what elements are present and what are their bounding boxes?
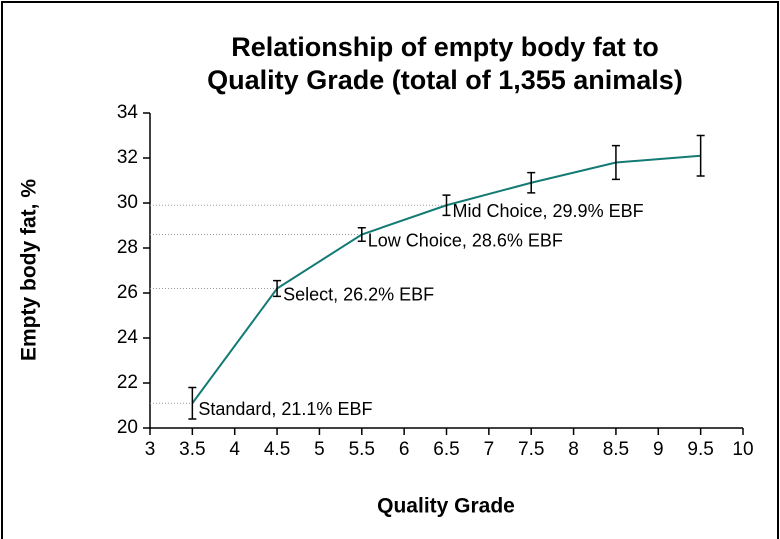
x-axis-title: Quality Grade — [377, 495, 515, 518]
y-axis-title: Empty body fat, % — [18, 179, 41, 361]
y-tick-label: 26 — [117, 282, 138, 303]
x-tick-label: 7.5 — [518, 439, 544, 460]
error-bar — [527, 171, 536, 194]
x-tick-label: 7 — [484, 439, 495, 460]
error-bar — [696, 134, 705, 177]
x-tick-label: 6 — [399, 439, 410, 460]
annotation: Select, 26.2% EBF — [283, 284, 434, 304]
error-bar — [273, 279, 282, 298]
y-tick-label: 28 — [117, 237, 138, 258]
annotation: Standard, 21.1% EBF — [198, 399, 372, 419]
annotation: Mid Choice, 29.9% EBF — [453, 201, 644, 221]
x-tick-label: 5 — [314, 439, 325, 460]
x-tick-label: 9 — [653, 439, 664, 460]
chart-title: Quality Grade (total of 1,355 animals) — [207, 65, 683, 95]
y-tick-label: 34 — [117, 102, 139, 123]
error-bar — [188, 386, 197, 420]
y-tick-label: 32 — [117, 147, 138, 168]
x-tick-label: 3 — [145, 439, 156, 460]
x-tick-label: 4.5 — [264, 439, 290, 460]
x-tick-label: 5.5 — [349, 439, 375, 460]
x-tick-label: 9.5 — [687, 439, 713, 460]
annotation: Low Choice, 28.6% EBF — [368, 230, 563, 250]
line — [191, 154, 701, 404]
error-bar — [611, 144, 620, 181]
x-tick-label: 6.5 — [433, 439, 459, 460]
y-tick-label: 22 — [117, 372, 138, 393]
error-bar — [357, 227, 366, 242]
x-tick-label: 8 — [568, 439, 579, 460]
y-tick-label: 20 — [117, 417, 138, 438]
error-bar — [442, 194, 451, 217]
x-tick-label: 4 — [229, 439, 240, 460]
y-tick-label: 30 — [117, 192, 138, 213]
x-tick-label: 10 — [732, 439, 753, 460]
x-tick-label: 3.5 — [179, 439, 205, 460]
y-tick-label: 24 — [117, 327, 139, 348]
chart-title: Relationship of empty body fat to — [231, 32, 659, 62]
x-tick-label: 8.5 — [603, 439, 629, 460]
